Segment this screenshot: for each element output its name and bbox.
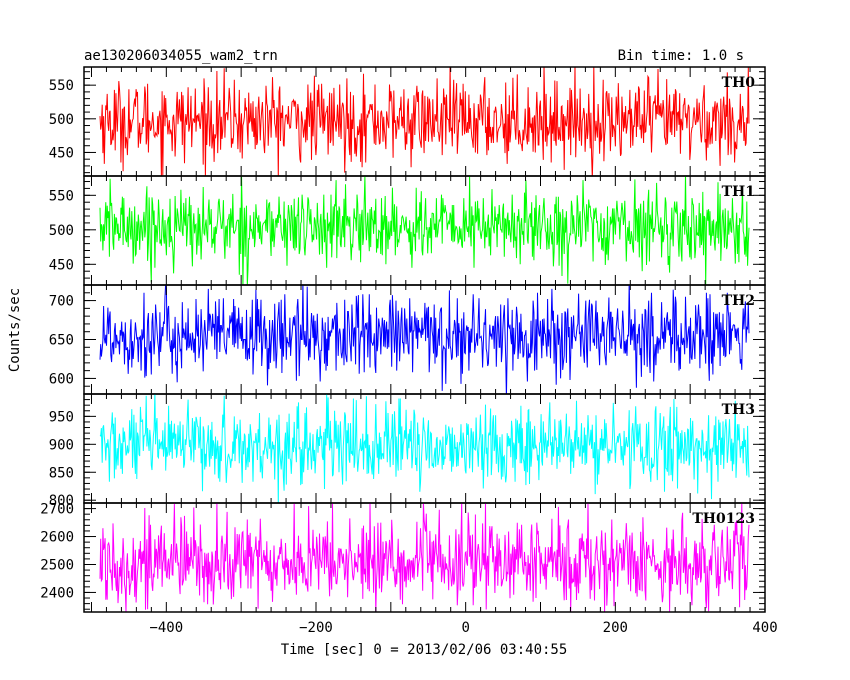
series-line-th0123 [99,503,750,612]
panel-th3: 800 850 900 950 TH3 [49,393,766,509]
y-tick-label: 2400 [40,585,74,601]
panel-label: TH3 [722,402,755,418]
y-tick-label: 550 [49,78,74,94]
panel-th0: 450 500 550 TH0 [49,66,766,177]
y-tick-label: 550 [49,188,74,204]
x-tick-label: 200 [603,620,628,636]
y-tick-label: 2500 [40,557,74,573]
panel-label: TH2 [722,293,755,309]
series-line-th3 [99,394,750,503]
x-tick-label: −200 [299,620,333,636]
series-line-th0 [99,67,750,176]
y-tick-label: 800 [49,493,74,509]
y-tick-label: 650 [49,333,74,349]
panel-label: TH0123 [692,511,755,527]
panel-th0123: 2400 2500 2600 2700 TH0123 [40,502,766,613]
y-tick-label: 700 [49,294,74,310]
y-tick-label: 600 [49,371,74,387]
plot-title: ae130206034055_wam2_trn [84,48,278,64]
panel-label: TH0 [722,75,756,91]
x-tick-label: 0 [461,620,469,636]
y-tick-label: 2600 [40,530,74,546]
panel-th1: 450 500 550 TH1 [49,175,766,286]
panel-frame [83,502,766,613]
y-tick-label: 500 [49,112,74,128]
bin-time-label: Bin time: 1.0 s [618,48,744,64]
y-tick-label: 950 [49,409,74,425]
series-line-th1 [99,176,750,285]
y-tick-label: 850 [49,465,74,481]
y-axis-label: Counts/sec [7,288,23,372]
y-tick-label: 900 [49,437,74,453]
y-tick-label: 500 [49,223,74,239]
x-tick-label: 400 [752,620,777,636]
y-tick-label: 450 [49,257,74,273]
x-axis-label: Time [sec] 0 = 2013/02/06 03:40:55 [281,642,568,658]
x-tick-label: −400 [149,620,183,636]
series-line-th2 [99,285,750,394]
y-tick-label: 450 [49,145,74,161]
y-tick-label: 2700 [40,502,74,518]
panel-frame [83,393,766,504]
panel-th2: 600 650 700 TH2 [49,284,766,395]
panel-label: TH1 [722,184,755,200]
